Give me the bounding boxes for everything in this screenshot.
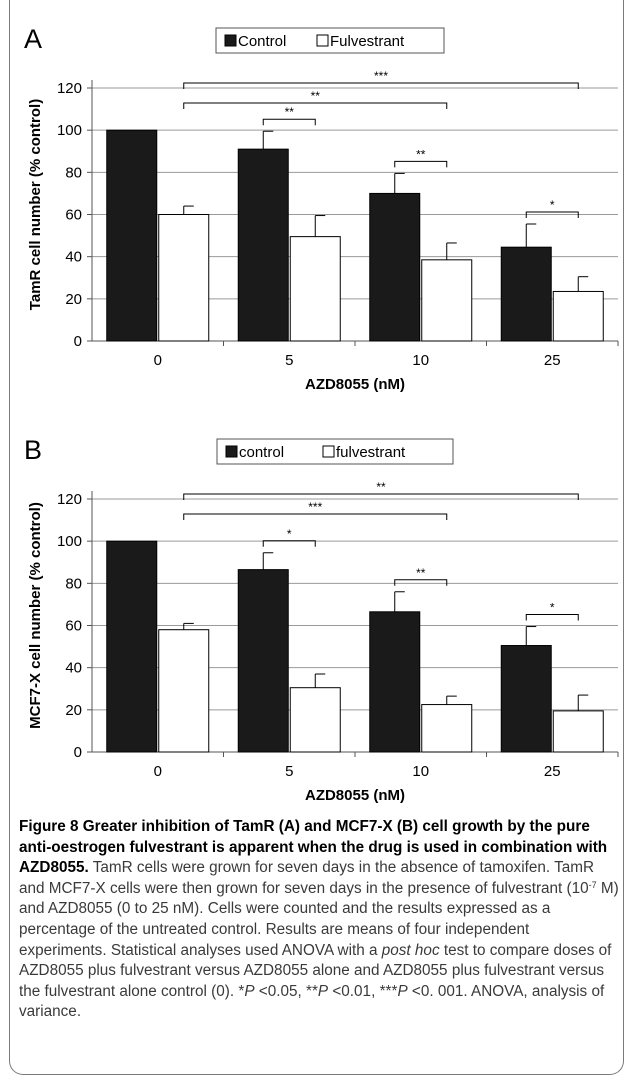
panel-b-sig-label: * <box>287 527 292 541</box>
panel-b-x-tick-label: 25 <box>544 763 561 780</box>
panel-a-bar-fulvestrant <box>158 214 210 342</box>
panel-b-sig-bracket-wide <box>183 513 448 520</box>
panel-a-legend-box <box>215 27 445 54</box>
panel-b-y-tick-label: 120 <box>57 491 82 508</box>
panel-b-y-tick-label: 0 <box>74 744 82 761</box>
panel-a-y-axis-title: TamR cell number (% control) <box>27 99 44 310</box>
panel-a-sig-label-wide: *** <box>374 69 388 83</box>
panel-a-x-tick-label: 0 <box>154 352 162 369</box>
panel-a-bar-control <box>500 246 552 342</box>
figure-frame <box>9 0 624 1075</box>
panel-a-sig-label: * <box>550 198 555 212</box>
panel-b-x-axis-title: AZD8055 (nM) <box>305 787 405 804</box>
panel-b-legend-swatch-fulvestrant <box>322 445 335 458</box>
panel-b-legend-label: control <box>239 444 284 461</box>
panel-a-legend-label: Fulvestrant <box>330 33 405 50</box>
panel-b-y-tick-label: 60 <box>65 618 82 635</box>
panel-b-bar-fulvestrant <box>289 687 341 753</box>
panel-a-sig-label-wide: ** <box>311 89 321 103</box>
panel-a-y-tick-label: 120 <box>57 80 82 97</box>
caption-body-1: TamR cells were grown for seven days in … <box>19 859 595 897</box>
panel-a-bar-control <box>237 148 289 342</box>
panel-a-sig-label: ** <box>416 147 426 161</box>
panel-a-sig-bracket-wide <box>183 102 448 109</box>
figure-caption: Figure 8 Greater inhibition of TamR (A) … <box>19 817 619 1023</box>
panel-b-x-tick-label: 0 <box>154 763 162 780</box>
panel-b-sig-label: ** <box>416 566 426 580</box>
panel-a-y-tick-label: 20 <box>65 291 82 308</box>
panel-b-x-tick-label: 5 <box>285 763 293 780</box>
panel-a-y-tick-label: 60 <box>65 207 82 224</box>
caption-p1: P <box>244 982 255 1000</box>
panel-a-x-tick-label: 5 <box>285 352 293 369</box>
panel-b-bar-control <box>106 540 158 753</box>
panel-a-bar-fulvestrant <box>421 259 473 342</box>
panel-b-sig-bracket <box>394 579 448 586</box>
panel-b-label: B <box>24 435 42 465</box>
panel-a-sig-bracket-wide <box>183 82 579 89</box>
panel-b-sig-label-wide: ** <box>376 480 386 494</box>
caption-exponent: -7 <box>588 879 597 890</box>
panel-b-bar-control <box>237 569 289 753</box>
panel-b-bar-fulvestrant <box>158 629 210 753</box>
panel-a-legend-label: Control <box>238 33 286 50</box>
panel-a-label: A <box>24 24 42 54</box>
panel-a-bar-fulvestrant <box>552 290 604 342</box>
panel-b-sig-bracket <box>525 614 579 621</box>
panel-a-y-tick-label: 0 <box>74 333 82 350</box>
panel-a-x-axis-title: AZD8055 (nM) <box>305 376 405 393</box>
panel-b-x-tick-label: 10 <box>412 763 429 780</box>
panel-a-x-tick-label: 10 <box>412 352 429 369</box>
caption-post-hoc: post hoc <box>381 941 440 959</box>
panel-b-y-tick-label: 20 <box>65 702 82 719</box>
panel-a-sig-bracket <box>394 160 448 168</box>
caption-p3: P <box>397 982 408 1000</box>
caption-t3: <0. 001. ANOVA, analysis of variance. <box>19 982 605 1021</box>
caption-heading: Figure 8 Greater inhibition of TamR (A) … <box>19 818 608 877</box>
caption-body-2: M) and AZD8055 (0 to 25 nM). Cells were … <box>19 879 619 959</box>
panel-a-sig-label: ** <box>285 105 295 119</box>
caption-t1: <0.05, ** <box>254 982 318 1000</box>
panel-a-legend-swatch-control <box>224 34 237 47</box>
panel-b-bar-control <box>500 645 552 753</box>
panel-a-x-tick-label: 25 <box>544 352 561 369</box>
panel-b-y-tick-label: 40 <box>65 660 82 677</box>
panel-b-bar-fulvestrant <box>552 710 604 753</box>
panel-a-bar-fulvestrant <box>289 236 341 342</box>
panel-b-y-axis-title: MCF7-X cell number (% control) <box>27 502 44 729</box>
caption-body-3: test to compare doses of AZD8055 plus fu… <box>19 941 612 1000</box>
caption-t2: <0.01, *** <box>328 982 398 1000</box>
panel-b-bar-fulvestrant <box>421 704 473 753</box>
panel-b-legend-swatch-control <box>225 445 238 458</box>
panel-b-sig-label-wide: *** <box>308 500 322 514</box>
panel-a-bar-control <box>369 192 421 342</box>
panel-b-y-tick-label: 80 <box>65 575 82 592</box>
panel-a-bar-control <box>106 129 158 342</box>
panel-b-legend-label: fulvestrant <box>336 444 406 461</box>
panel-a-y-tick-label: 80 <box>65 164 82 181</box>
panel-a-sig-bracket <box>262 118 316 126</box>
panel-b-bar-control <box>369 611 421 753</box>
panel-b-y-tick-label: 100 <box>57 533 82 550</box>
panel-b-sig-bracket-wide <box>183 493 579 500</box>
panel-b-sig-label: * <box>550 601 555 615</box>
caption-p2: P <box>317 982 329 1000</box>
panel-a-y-tick-label: 40 <box>65 249 82 266</box>
panel-b-legend-box <box>216 438 454 465</box>
panel-b-sig-bracket <box>262 540 316 547</box>
panel-a-legend-swatch-fulvestrant <box>316 34 329 47</box>
panel-a-y-tick-label: 100 <box>57 122 82 139</box>
panel-a-sig-bracket <box>525 211 579 218</box>
